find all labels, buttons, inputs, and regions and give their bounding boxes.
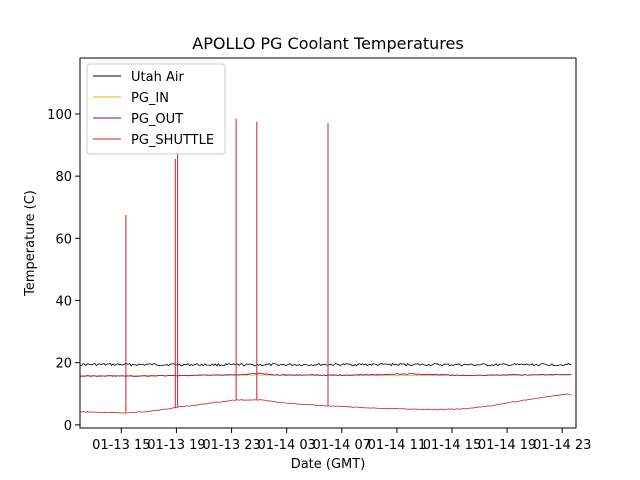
x-tick-label-4: 01-14 07: [313, 438, 371, 453]
x-tick-label-5: 01-14 11: [368, 438, 426, 453]
legend-label-3: PG_SHUTTLE: [131, 133, 214, 148]
legend-label-0: Utah Air: [131, 70, 184, 85]
x-tick-label-8: 01-14 23: [533, 438, 591, 453]
x-tick-label-1: 01-13 19: [147, 438, 205, 453]
y-tick-label-3: 60: [55, 232, 72, 247]
series-line-pg-shuttle: [79, 393, 572, 414]
y-tick-label-2: 40: [55, 295, 72, 310]
y-tick-label-5: 100: [47, 108, 72, 123]
legend-label-2: PG_OUT: [131, 112, 183, 127]
series-line-pg-out: [79, 372, 572, 377]
y-tick-label-0: 0: [64, 419, 72, 434]
legend-box: [86, 63, 226, 155]
x-axis-label: Date (GMT): [291, 457, 366, 472]
series-layer: [79, 118, 572, 414]
y-axis-label: Temperature (C): [23, 190, 38, 297]
x-tick-label-0: 01-13 15: [92, 438, 150, 453]
x-tick-label-3: 01-14 03: [257, 438, 315, 453]
legend: Utah Air PG_IN PG_OUT PG_SHUTTLE: [86, 63, 226, 155]
y-tick-label-1: 20: [55, 357, 72, 372]
legend-label-1: PG_IN: [131, 91, 169, 106]
x-tick-label-2: 01-13 23: [202, 438, 260, 453]
chart-title: APOLLO PG Coolant Temperatures: [192, 34, 463, 53]
x-tick-label-6: 01-14 15: [423, 438, 481, 453]
series-line-utah-air: [79, 362, 572, 367]
x-tick-label-7: 01-14 19: [478, 438, 536, 453]
plot-frame: [79, 57, 577, 429]
y-tick-label-4: 80: [55, 170, 72, 185]
y-axis-ticks: 0 20 40 60 80 100: [47, 108, 80, 434]
